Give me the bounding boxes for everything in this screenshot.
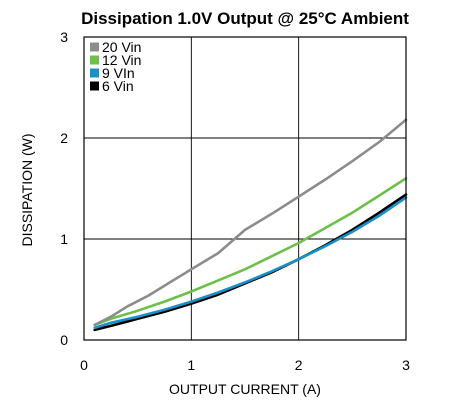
- x-tick-label-1: 1: [187, 357, 195, 373]
- grid-lines: [84, 37, 406, 340]
- x-axis-label: OUTPUT CURRENT (A): [169, 381, 321, 397]
- x-tick-label-0: 0: [80, 357, 88, 373]
- y-tick-label-0: 0: [60, 332, 68, 348]
- x-tick-labels: 0 1 2 3: [80, 357, 410, 373]
- legend-label-2: 9 VIn: [102, 65, 135, 81]
- x-tick-label-2: 2: [295, 357, 303, 373]
- series-line-1: [93, 177, 408, 327]
- plot-area-frame: [83, 36, 407, 341]
- legend-label-1: 12 Vin: [102, 52, 141, 68]
- legend-swatch-2: [90, 68, 99, 78]
- y-tick-label-2: 2: [60, 130, 68, 146]
- y-tick-label-3: 3: [60, 29, 68, 45]
- legend-swatch-1: [90, 55, 99, 65]
- series-lines: [93, 118, 408, 332]
- y-tick-label-1: 1: [60, 231, 68, 247]
- series-line-2: [93, 196, 408, 330]
- legend-label-0: 20 Vin: [102, 39, 141, 55]
- legend-swatch-0: [90, 42, 99, 52]
- chart-title: Dissipation 1.0V Output @ 25°C Ambient: [81, 9, 409, 28]
- y-tick-labels: 0 1 2 3: [60, 29, 68, 348]
- legend-label-3: 6 Vin: [102, 78, 134, 94]
- legend-swatch-3: [90, 81, 99, 91]
- y-axis-label: DISSIPATION (W): [19, 133, 35, 246]
- series-line-0: [93, 118, 408, 327]
- x-tick-label-3: 3: [402, 357, 410, 373]
